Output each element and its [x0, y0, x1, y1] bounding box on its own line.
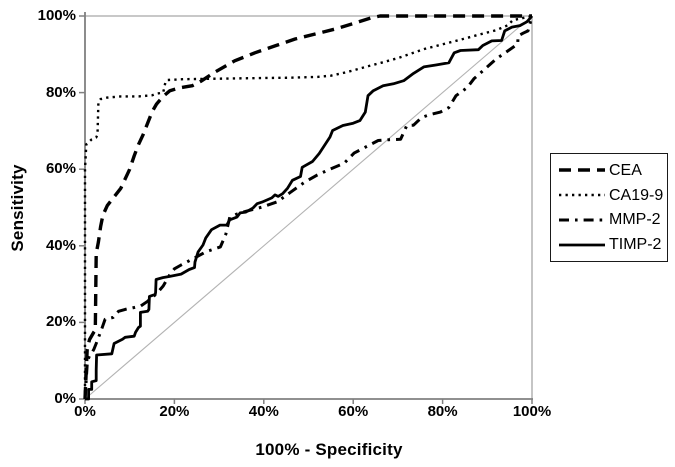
- legend-box: CEA CA19-9 MMP-2 TIMP-2: [550, 153, 668, 262]
- legend-item-cea: CEA: [558, 158, 667, 183]
- legend-item-mmp-2: MMP-2: [558, 208, 667, 233]
- y-tick-label: 40%: [45, 236, 76, 254]
- x-tick-label: 60%: [338, 403, 369, 420]
- legend-line-sample-dashed: [559, 168, 605, 173]
- legend-line-sample-dotted: [559, 193, 605, 197]
- y-tick-label: 0%: [54, 390, 76, 407]
- y-tick-label: 100%: [37, 7, 76, 24]
- x-axis-title: 100% - Specificity: [255, 440, 403, 459]
- legend-label: CA19-9: [609, 186, 664, 204]
- x-tick-label: 0%: [74, 403, 96, 420]
- legend-item-ca19-9: CA19-9: [558, 183, 667, 208]
- x-tick-label: 80%: [427, 403, 458, 420]
- legend-label: TIMP-2: [609, 236, 662, 254]
- x-tick-label: 40%: [248, 403, 279, 420]
- y-tick-label: 80%: [45, 83, 76, 101]
- legend-line-sample-solid: [559, 243, 605, 247]
- legend-label: MMP-2: [609, 211, 661, 229]
- legend-item-timp-2: TIMP-2: [558, 232, 667, 257]
- x-tick-label: 20%: [159, 403, 190, 420]
- series-curve-timp-2: [85, 15, 534, 401]
- series-curve-cea: [83, 14, 532, 400]
- x-tick-label: 100%: [512, 403, 552, 420]
- y-axis-title: Sensitivity: [8, 164, 27, 252]
- y-tick-label: 60%: [45, 160, 76, 178]
- legend-label: CEA: [609, 161, 642, 179]
- y-tick-label: 20%: [45, 313, 76, 331]
- legend-line-sample-dashdot: [559, 218, 605, 222]
- diagonal-reference-line: [84, 15, 533, 400]
